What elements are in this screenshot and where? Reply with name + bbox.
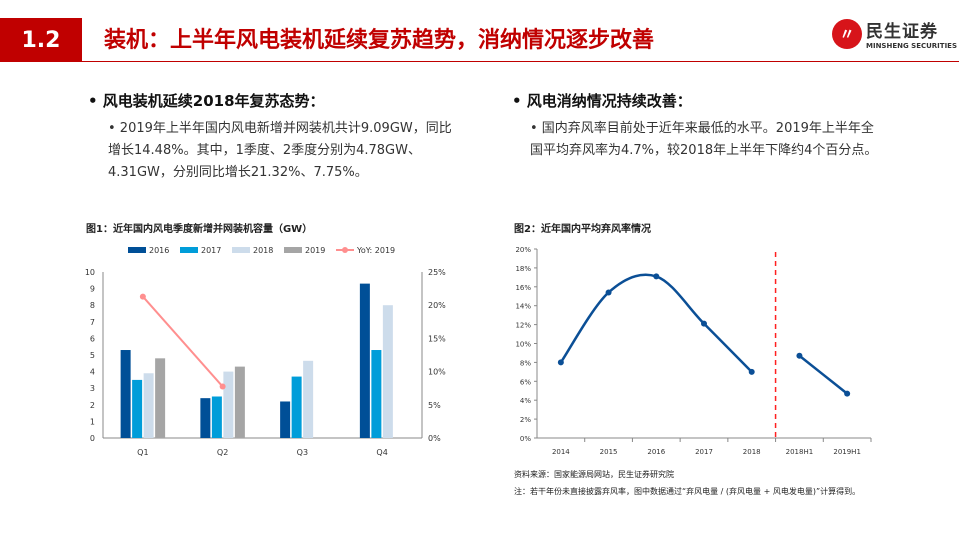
x-tick-label: Q3 xyxy=(297,448,308,457)
data-point xyxy=(844,390,851,397)
y-tick-label: 12% xyxy=(515,322,531,330)
legend-swatch xyxy=(180,247,198,253)
y-tick-label: 0% xyxy=(520,435,531,443)
y2-tick-label: 25% xyxy=(428,268,446,277)
x-tick-label: 2016 xyxy=(647,448,665,456)
bar-2017-Q1 xyxy=(132,379,143,438)
bar-2016-Q4 xyxy=(359,283,370,438)
legend-label: 2019 xyxy=(305,246,325,255)
x-tick-label: Q4 xyxy=(376,448,387,457)
data-point xyxy=(605,289,612,296)
bar-2016-Q1 xyxy=(120,350,131,438)
legend-label: 2018 xyxy=(253,246,273,255)
y2-tick-label: 10% xyxy=(428,368,446,377)
legend-label: 2016 xyxy=(149,246,169,255)
logo-cn: 民生证券 xyxy=(866,22,938,42)
data-point xyxy=(701,320,707,327)
data-point xyxy=(748,368,755,375)
section-number: 1.2 xyxy=(0,18,82,62)
bar-2019-Q2 xyxy=(234,366,245,438)
y-tick-label: 6 xyxy=(90,334,95,343)
legend-swatch xyxy=(284,247,302,253)
y-tick-label: 6% xyxy=(520,378,531,386)
legend-label: YoY: 2019 xyxy=(356,246,395,255)
title-divider xyxy=(82,61,959,62)
y-tick-label: 20% xyxy=(515,246,531,254)
curtailment-line-0 xyxy=(559,273,753,373)
x-tick-label: Q2 xyxy=(217,448,228,457)
y2-tick-label: 20% xyxy=(428,301,446,310)
bar-2017-Q4 xyxy=(371,350,382,438)
data-point xyxy=(653,273,660,280)
y-tick-label: 14% xyxy=(515,303,531,311)
bar-2019-Q1 xyxy=(155,358,166,438)
page-title: 装机：上半年风电装机延续复苏趋势，消纳情况逐步改善 xyxy=(104,28,655,53)
y-tick-label: 1 xyxy=(90,417,95,426)
chart2: 0% 2% 4% 6% 8% 10% 12% 14% 16% 18% 20% 2014 2015 2016… xyxy=(515,246,872,456)
x-tick-label: 2015 xyxy=(600,448,618,456)
bar-2016-Q3 xyxy=(280,401,291,438)
logo: 〃 民生证券 MINSHENG SECURITIES xyxy=(832,17,957,50)
y-tick-label: 10% xyxy=(515,341,531,349)
bar-2018-Q4 xyxy=(382,305,393,438)
y-tick-label: 4% xyxy=(520,397,531,405)
y-tick-label: 16% xyxy=(515,284,531,292)
right-heading: • 风电消纳情况持续改善： xyxy=(512,92,692,110)
y-tick-label: 2% xyxy=(520,416,531,424)
legend-swatch xyxy=(232,247,250,253)
chart2-title: 图2：近年国内平均弃风率情况 xyxy=(514,224,651,235)
y-tick-label: 18% xyxy=(515,265,531,273)
yoy-line xyxy=(142,295,224,388)
x-tick-label: Q1 xyxy=(137,448,148,457)
chart1-title: 图1：近年国内风电季度新增并网装机容量（GW） xyxy=(86,224,313,235)
bar-2017-Q3 xyxy=(291,376,302,438)
y-tick-label: 5 xyxy=(90,351,95,360)
y-tick-label: 3 xyxy=(90,384,95,393)
y2-tick-label: 0% xyxy=(428,434,441,443)
y-tick-label: 2 xyxy=(90,401,95,410)
data-point xyxy=(796,352,803,359)
y2-tick-label: 5% xyxy=(428,401,441,410)
x-tick-label: 2018H1 xyxy=(786,448,814,456)
y-tick-label: 10 xyxy=(85,268,95,277)
left-heading: • 风电装机延续2018年复苏态势： xyxy=(88,92,325,110)
right-bullet: • 国内弃风率目前处于近年来最低的水平。2019年上半年全国平均弃风率为4.7%… xyxy=(530,121,878,158)
left-bullet: • 2019年上半年国内风电新增并网装机共计9.09GW，同比增长14.48%。… xyxy=(108,121,452,180)
y-tick-label: 7 xyxy=(90,318,95,327)
chart2-source: 资料来源：国家能源局网站，民生证券研究院 xyxy=(514,470,674,479)
chart2-footnote: 注：若干年份未直接披露弃风率，图中数据通过“弃风电量 / (弃风电量 + 风电发… xyxy=(514,487,861,496)
bar-2018-Q2 xyxy=(223,371,234,438)
x-tick-label: 2014 xyxy=(552,448,570,456)
bar-2018-Q3 xyxy=(303,360,314,438)
bar-2017-Q2 xyxy=(211,396,222,438)
curtailment-line-1 xyxy=(798,354,848,395)
bar-2016-Q2 xyxy=(200,398,211,438)
y-tick-label: 8% xyxy=(520,359,531,367)
legend-label: 2017 xyxy=(201,246,221,255)
logo-icon: 〃 xyxy=(832,18,862,49)
x-tick-label: 2019H1 xyxy=(833,448,861,456)
legend-swatch xyxy=(128,247,146,253)
y-tick-label: 8 xyxy=(90,301,95,310)
y2-tick-label: 15% xyxy=(428,334,446,343)
y-tick-label: 4 xyxy=(90,368,95,377)
bar-2018-Q1 xyxy=(143,373,154,438)
y-tick-label: 9 xyxy=(90,285,95,294)
logo-en: MINSHENG SECURITIES xyxy=(866,42,957,50)
chart1: 0 1 2 3 4 5 6 7 8 9 10 0% 5% 10% 15% 20% 25% Q1 Q2 Q3 Q4 2016… xyxy=(85,246,446,457)
x-tick-label: 2017 xyxy=(695,448,713,456)
yoy-point xyxy=(219,383,226,390)
data-point xyxy=(557,359,564,366)
yoy-point xyxy=(139,293,146,300)
legend-marker xyxy=(342,247,348,253)
x-tick-label: 2018 xyxy=(743,448,761,456)
y-tick-label: 0 xyxy=(90,434,95,443)
